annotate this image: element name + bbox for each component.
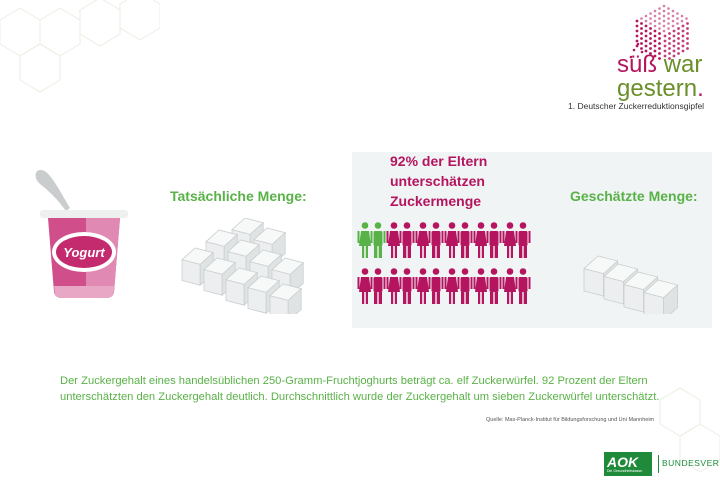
yogurt-cup-icon: Yogurt: [35, 169, 128, 298]
parent-pair-underestimating: [473, 268, 502, 304]
parent-pair-underestimating: [473, 222, 502, 258]
survey-headline-line-3: Zuckermenge: [390, 193, 482, 209]
parent-pair-underestimating: [444, 268, 473, 304]
parent-pair-underestimating: [502, 222, 531, 258]
description-line-2: unterschätzten den Zuckergehalt deutlich…: [60, 391, 660, 403]
actual-sugar-cubes: [181, 218, 305, 314]
background-pattern-right: [659, 387, 720, 473]
aok-wordmark: AOK: [607, 454, 639, 470]
parent-pair-underestimating: [386, 222, 415, 258]
brand-dot: .: [697, 75, 704, 102]
parent-pair-correct: [357, 222, 386, 258]
survey-headline-line-2: unterschätzen: [390, 173, 485, 189]
brand-word-suess: süß: [617, 51, 658, 78]
survey-headline-line-1: 92% der Eltern: [390, 153, 488, 169]
actual-amount-label: Tatsächliche Menge:: [170, 188, 307, 204]
background-pattern-left: [0, 0, 160, 93]
aok-logo-box: AOK Die Gesundheitskasse.: [604, 452, 652, 476]
aok-logo: AOK Die Gesundheitskasse. BUNDESVERBAND: [604, 452, 720, 476]
sugar-cube: [269, 283, 303, 314]
parent-pair-underestimating: [502, 268, 531, 304]
estimated-sugar-cubes: [583, 255, 679, 314]
aok-bundesverband: BUNDESVERBAND: [662, 458, 720, 468]
description-line-1: Der Zuckergehalt eines handelsüblichen 2…: [60, 375, 648, 387]
parent-pair-underestimating: [415, 222, 444, 258]
sugar-cube: [643, 279, 679, 314]
yogurt-label: Yogurt: [63, 245, 105, 260]
logo-cube-icon: [629, 4, 689, 60]
brand-line-1: süß war: [617, 52, 702, 78]
parent-pair-underestimating: [444, 222, 473, 258]
parent-pair-underestimating: [386, 268, 415, 304]
parent-pair-underestimating: [357, 268, 386, 304]
description-text: Der Zuckergehalt eines handelsüblichen 2…: [60, 373, 700, 405]
aok-tagline: Die Gesundheitskasse.: [607, 469, 643, 473]
sugar-cube: [181, 247, 215, 287]
parent-pair-underestimating: [415, 268, 444, 304]
brand-line-2: gestern.: [617, 76, 704, 102]
parents-pictogram: [357, 222, 531, 304]
event-subtitle: 1. Deutscher Zuckerreduktionsgipfel: [568, 101, 705, 111]
brand-word-war: war: [663, 51, 703, 78]
source-note: Quelle: Max-Planck-Institut für Bildungs…: [486, 417, 655, 423]
aok-divider: [658, 455, 659, 473]
brand-word-gestern: gestern: [617, 75, 698, 102]
estimated-amount-label: Geschätzte Menge:: [570, 188, 698, 204]
survey-headline: 92% der Eltern unterschätzen Zuckermenge: [390, 151, 487, 211]
